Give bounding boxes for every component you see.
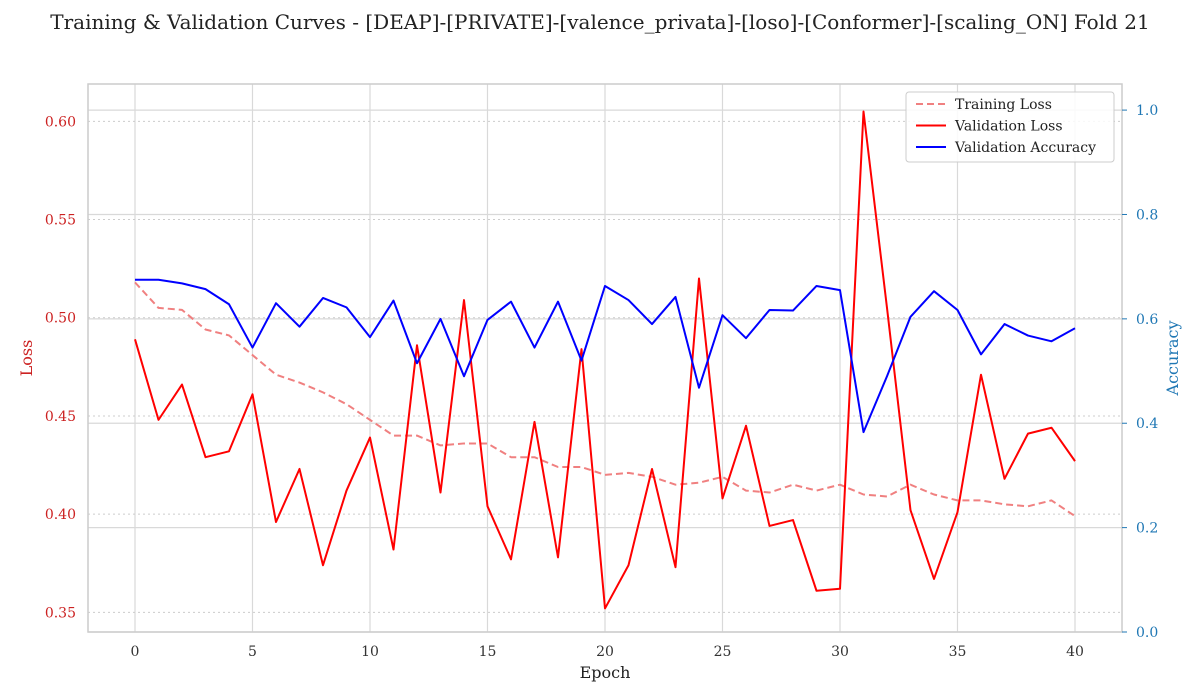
y-right-tick-label: 0.8 — [1136, 207, 1158, 223]
y-left-tick-label: 0.50 — [45, 311, 76, 327]
x-tick-label: 5 — [248, 644, 257, 660]
series-layer — [134, 110, 1076, 610]
x-tick-label: 25 — [714, 644, 732, 660]
x-tick-label: 40 — [1066, 644, 1084, 660]
x-tick-label: 10 — [361, 644, 379, 660]
y-left-tick-label: 0.45 — [45, 409, 76, 425]
y-right-tick-label: 0.0 — [1136, 625, 1158, 641]
y-left-tick-label: 0.60 — [45, 114, 76, 130]
y-right-tick-label: 1.0 — [1136, 103, 1158, 119]
validation-loss-line — [134, 110, 1076, 610]
x-tick-label: 20 — [596, 644, 614, 660]
chart-title: Training & Validation Curves - [DEAP]-[P… — [50, 10, 1149, 34]
grid — [88, 84, 1122, 633]
y-axis-right-label: Accuracy — [1163, 321, 1182, 397]
y-left-tick-label: 0.35 — [45, 605, 76, 621]
x-tick-label: 35 — [949, 644, 967, 660]
y-axis-left-label: Loss — [17, 340, 36, 377]
x-axis: 0 5 10 15 20 25 30 35 40 — [131, 644, 1084, 660]
y-axis-left: 0.35 0.40 0.45 0.50 0.55 0.60 — [45, 114, 76, 621]
legend-label-validation-accuracy: Validation Accuracy — [954, 140, 1096, 156]
y-right-tick-label: 0.4 — [1136, 416, 1158, 432]
y-axis-right: 0.0 0.2 0.4 0.6 0.8 1.0 — [1122, 103, 1158, 641]
y-right-tick-label: 0.6 — [1136, 312, 1158, 328]
x-tick-label: 30 — [831, 644, 849, 660]
training-loss-line — [134, 281, 1076, 517]
y-left-tick-label: 0.55 — [45, 213, 76, 229]
legend-box — [905, 91, 1115, 163]
legend-label-validation-loss: Validation Loss — [954, 119, 1063, 135]
legend-label-training-loss: Training Loss — [955, 97, 1052, 113]
x-axis-label: Epoch — [580, 663, 631, 682]
x-tick-label: 15 — [479, 644, 497, 660]
plot-frame — [87, 83, 1123, 633]
y-right-tick-label: 0.2 — [1136, 521, 1158, 537]
y-left-tick-label: 0.40 — [45, 507, 76, 523]
x-tick-label: 0 — [131, 644, 140, 660]
validation-accuracy-line — [135, 278, 1076, 434]
legend: Training Loss Validation Loss Validation A… — [905, 91, 1115, 163]
